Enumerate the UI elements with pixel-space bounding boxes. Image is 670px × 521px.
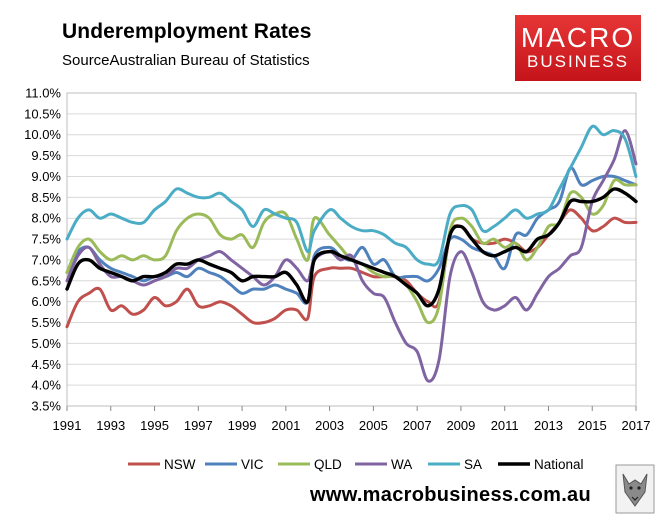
legend-label: QLD [314, 457, 342, 472]
y-tick-label: 5.5% [31, 315, 61, 330]
chart-title: Underemployment Rates [62, 20, 312, 43]
legend-label: VIC [241, 457, 264, 472]
plot-area-border [66, 92, 637, 407]
x-tick-label: 2017 [622, 418, 651, 433]
series-line-sa [65, 124, 638, 267]
y-tick-label: 8.5% [31, 190, 61, 205]
legend-label: WA [391, 457, 412, 472]
chart-source: SourceAustralian Bureau of Statistics [62, 52, 310, 69]
legend-item-wa: WA [355, 457, 412, 472]
x-tick-label: 1997 [184, 418, 213, 433]
gridlines [66, 92, 637, 407]
y-tick-label: 11.0% [25, 86, 61, 101]
x-tick-label: 2015 [578, 418, 607, 433]
series-line-wa [65, 129, 638, 383]
series-lines [65, 124, 638, 383]
x-tick-label: 1999 [228, 418, 257, 433]
legend-item-national: National [498, 457, 584, 472]
y-tick-label: 8.0% [31, 211, 61, 226]
y-tick-label: 10.0% [24, 127, 61, 142]
logo-line-1: MACRO [520, 22, 636, 53]
legend-label: National [534, 457, 584, 472]
legend-label: NSW [164, 457, 196, 472]
y-tick-label: 9.0% [31, 169, 61, 184]
x-tick-label: 1991 [53, 418, 82, 433]
y-tick-label: 4.5% [31, 357, 61, 372]
legend: NSW VIC QLD WA SA National [128, 457, 584, 472]
x-tick-label: 2007 [403, 418, 432, 433]
legend-item-qld: QLD [278, 457, 342, 472]
wolf-icon [615, 464, 655, 514]
x-tick-label: 2011 [491, 418, 519, 433]
logo-line-2: BUSINESS [527, 52, 629, 71]
y-tick-label: 9.5% [31, 148, 61, 163]
x-tick-label: 2003 [315, 418, 344, 433]
x-tick-label: 1993 [96, 418, 125, 433]
x-tick-label: 2001 [271, 418, 300, 433]
legend-label: SA [464, 457, 482, 472]
y-tick-label: 6.0% [31, 294, 61, 309]
x-tick-label: 2013 [534, 418, 563, 433]
x-tick-label: 2005 [359, 418, 388, 433]
y-tick-label: 5.0% [31, 336, 61, 351]
x-axis-tick-labels: 1991 1993 1995 1997 1999 2001 2003 2005 2007 2009… [53, 406, 651, 433]
y-tick-label: 7.0% [31, 252, 61, 267]
legend-item-nsw: NSW [128, 457, 196, 472]
website-url: www.macrobusiness.com.au [310, 484, 591, 506]
y-tick-label: 10.5% [24, 106, 61, 121]
series-line-national [65, 187, 638, 308]
y-tick-label: 6.5% [31, 273, 61, 288]
legend-item-vic: VIC [205, 457, 264, 472]
legend-item-sa: SA [428, 457, 482, 472]
y-tick-label: 7.5% [31, 232, 61, 247]
macrobusiness-logo: MACRO BUSINESS [515, 15, 641, 81]
x-tick-label: 1995 [140, 418, 169, 433]
x-tick-label: 2009 [446, 418, 475, 433]
y-tick-label: 4.0% [31, 378, 61, 393]
y-tick-label: 3.5% [31, 399, 61, 414]
y-axis-tick-labels: 3.5% 4.0% 4.5% 5.0% 5.5% 6.0% 6.5% 7.0% 7.5% 8.0%… [24, 86, 61, 414]
